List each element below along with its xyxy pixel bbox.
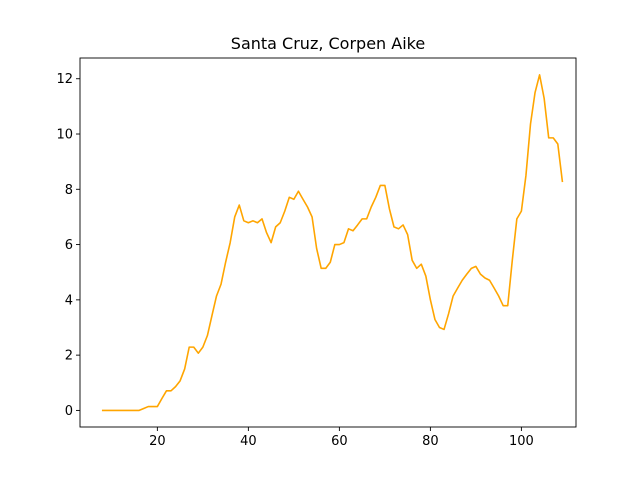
y-tick-label: 2: [65, 349, 73, 364]
x-tick-label: 40: [240, 434, 257, 449]
y-tick-label: 10: [56, 128, 73, 143]
x-tick-label: 20: [149, 434, 166, 449]
x-tick-label: 100: [509, 434, 534, 449]
y-tick-label: 6: [65, 238, 73, 253]
x-tick-label: 60: [331, 434, 348, 449]
y-tick-label: 4: [65, 293, 73, 308]
plot-area: [101, 74, 564, 412]
y-tick-label: 0: [65, 404, 73, 419]
y-tick-label: 12: [56, 72, 73, 87]
axes: 20 40 60 80 100 0 2 4 6 8 10 12: [56, 57, 577, 449]
chart-title: Santa Cruz, Corpen Aike: [231, 34, 425, 53]
x-tick-label: 80: [422, 434, 439, 449]
axes-frame: [79, 57, 577, 428]
y-tick-label: 8: [65, 183, 73, 198]
series-line-0: [101, 74, 564, 412]
